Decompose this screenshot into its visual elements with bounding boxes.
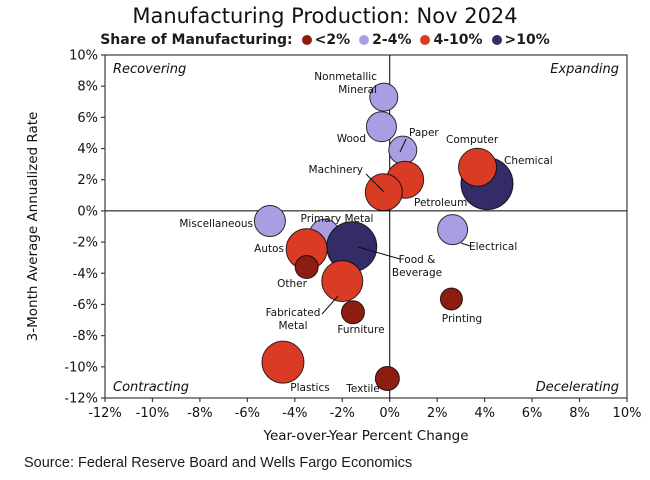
bubble-nonmetallic-mineral: [369, 82, 399, 112]
label-connector-fabricated-metal: [321, 295, 339, 315]
legend-item-gt10: >10%: [491, 32, 550, 48]
legend-dot-icon: [301, 35, 312, 45]
bubble-label-wood: Wood: [337, 133, 366, 145]
legend-item-2-4: 2-4%: [359, 32, 411, 48]
y-tick-label: 8%: [77, 80, 98, 95]
x-tick-label: -4%: [282, 406, 307, 421]
x-tick-label: -10%: [136, 406, 170, 421]
bubble-label-computer: Computer: [446, 134, 499, 146]
y-tick-label: -2%: [73, 236, 98, 251]
legend: Share of Manufacturing: <2% 2-4% 4-10% >…: [0, 31, 650, 49]
quadrant-label-top-right: Expanding: [550, 62, 619, 77]
bubble-miscellaneous: [253, 205, 286, 238]
legend-dot-icon: [359, 35, 370, 45]
bubble-label-miscellaneous: Miscellaneous: [179, 218, 253, 230]
legend-item-label: 4-10%: [433, 32, 483, 48]
x-tick-label: 0%: [379, 406, 400, 421]
bubble-label-fabricated-metal: Fabricated Metal: [266, 307, 321, 332]
bubble-label-textile: Textile: [345, 383, 380, 395]
bubble-textile: [374, 366, 400, 392]
x-tick-label: 6%: [522, 406, 543, 421]
quadrant-label-bottom-left: Contracting: [113, 380, 189, 395]
legend-item-label: 2-4%: [372, 32, 412, 48]
bubble-label-plastics: Plastics: [290, 382, 329, 394]
bubble-wood: [365, 111, 397, 143]
y-axis-title: 3-Month Average Annualized Rate: [25, 112, 41, 342]
quadrant-label-bottom-right: Decelerating: [536, 380, 619, 395]
bubble-computer: [458, 147, 498, 187]
bubble-label-primary-metal: Primary Metal: [301, 213, 374, 225]
label-connector-machinery: [365, 173, 385, 193]
bubble-chart: -12% -10% -8% -6% -4% -2% 0% 2% 4% 6% 8% 10% -12% -10…: [25, 49, 641, 445]
legend-title: Share of Manufacturing:: [100, 32, 293, 48]
bubble-paper: [388, 135, 418, 165]
x-tick-label: -12%: [88, 406, 122, 421]
y-tick-label: 10%: [69, 49, 98, 64]
bubble-label-other: Other: [277, 278, 307, 290]
x-tick-label: -6%: [235, 406, 260, 421]
bubble-label-paper: Paper: [409, 127, 439, 139]
x-tick-label: 8%: [569, 406, 590, 421]
x-tick-label: 2%: [427, 406, 448, 421]
y-tick-label: -6%: [73, 298, 98, 313]
legend-item-lt2: <2%: [301, 32, 351, 48]
bubble-plastics: [261, 340, 305, 384]
bubble-other: [294, 255, 319, 280]
y-tick-label: 4%: [77, 142, 98, 157]
source-note: Source: Federal Reserve Board and Wells …: [24, 455, 413, 471]
y-tick-label: -12%: [64, 392, 98, 407]
label-connector-food-beverage: [357, 246, 401, 260]
bubble-label-autos: Autos: [254, 243, 284, 255]
x-tick-label: -2%: [330, 406, 355, 421]
bubble-label-machinery: Machinery: [309, 164, 363, 176]
bubble-printing: [439, 287, 463, 311]
legend-item-label: >10%: [504, 32, 550, 48]
y-tick-label: 2%: [77, 173, 98, 188]
bubble-label-chemical: Chemical: [504, 155, 553, 167]
plot-border: [104, 54, 628, 399]
bubble-fabricated-metal: [321, 260, 364, 303]
label-connector-electrical: [460, 242, 471, 247]
x-tick-label: 4%: [474, 406, 495, 421]
legend-item-label: <2%: [314, 32, 351, 48]
y-tick-label: -8%: [73, 329, 98, 344]
legend-dot-icon: [491, 35, 502, 45]
bubble-label-electrical: Electrical: [469, 241, 517, 253]
y-tick-label: -4%: [73, 267, 98, 282]
bubble-label-printing: Printing: [442, 313, 482, 325]
bubble-label-petroleum: Petroleum: [414, 197, 467, 209]
quadrant-label-top-left: Recovering: [113, 62, 186, 77]
bubble-label-furniture: Furniture: [337, 324, 384, 336]
x-axis: -12% -10% -8% -6% -4% -2% 0% 2% 4% 6% 8% 10%: [88, 398, 641, 421]
y-tick-label: -10%: [64, 360, 98, 375]
bubble-label-food-beverage: Food & Beverage: [392, 254, 442, 279]
label-connector-paper: [399, 138, 407, 153]
bubble-labels: Nonmetallic Mineral Wood Paper Petroleum Mach…: [179, 71, 552, 395]
y-tick-label: 0%: [77, 204, 98, 219]
y-axis: -12% -10% -8% -6% -4% -2% 0% 2% 4% 6% 8% 10%: [64, 49, 105, 407]
bubble-electrical: [437, 214, 469, 246]
bubbles: [253, 82, 514, 392]
legend-item-4-10: 4-10%: [420, 32, 483, 48]
x-tick-label: 10%: [613, 406, 642, 421]
x-axis-title: Year-over-Year Percent Change: [263, 428, 469, 444]
page-title: Manufacturing Production: Nov 2024: [132, 4, 518, 28]
legend-dot-icon: [420, 35, 431, 45]
x-tick-label: -8%: [187, 406, 212, 421]
bubble-label-nonmetallic-mineral: Nonmetallic Mineral: [314, 71, 377, 96]
y-tick-label: 6%: [77, 111, 98, 126]
bubble-furniture: [340, 300, 365, 325]
